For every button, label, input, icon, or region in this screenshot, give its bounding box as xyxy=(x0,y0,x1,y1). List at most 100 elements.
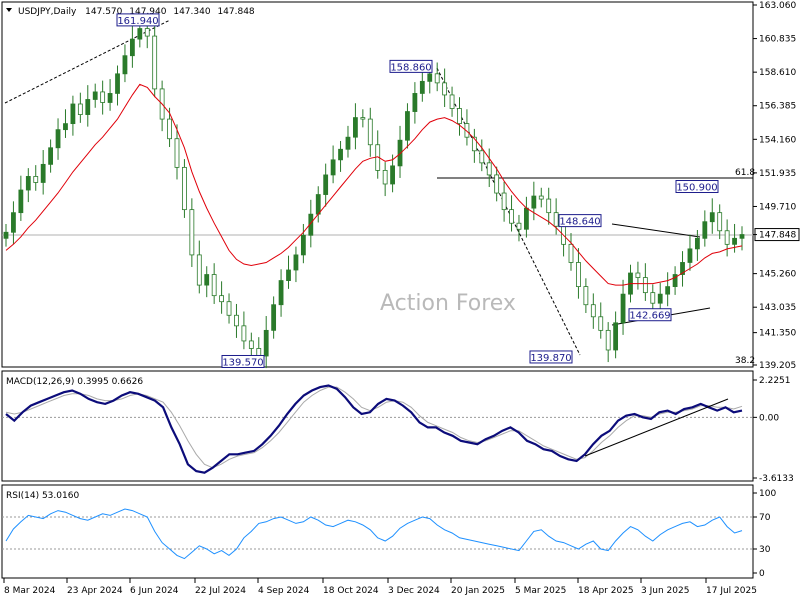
candle-body xyxy=(479,150,485,164)
candle-body xyxy=(382,169,388,185)
candle-body xyxy=(665,286,671,295)
candle-body xyxy=(531,195,537,209)
trendline-dashed-1 xyxy=(4,19,171,104)
macd-tick-label: -3.6133 xyxy=(759,474,794,484)
candle-body xyxy=(739,234,745,239)
candle-body xyxy=(271,304,277,331)
time-tick-label: 22 Jul 2024 xyxy=(195,586,246,596)
time-tick-label: 20 Jan 2025 xyxy=(451,586,505,596)
candle-body xyxy=(442,82,448,96)
rsi-pane-frame xyxy=(1,484,754,579)
candle-body xyxy=(412,93,418,112)
ema-line xyxy=(5,83,743,286)
candle-body xyxy=(353,117,358,138)
candle-body xyxy=(620,293,626,324)
candle-body xyxy=(174,138,180,168)
candle-body xyxy=(724,230,730,245)
swing-label-box xyxy=(529,350,573,364)
triangle-upper-line xyxy=(611,223,701,238)
time-tick-label: 5 Mar 2025 xyxy=(515,586,566,596)
candle-body xyxy=(553,212,559,227)
candle-body xyxy=(390,165,395,185)
candle-body xyxy=(583,286,589,306)
price-tick-label: 163.060 xyxy=(759,1,796,11)
rsi-tick-label: 0 xyxy=(759,569,765,579)
candle-body xyxy=(338,148,343,161)
candle-body xyxy=(263,329,269,357)
candle-body xyxy=(92,91,98,100)
macd-axis: 2.2251 0.00 -3.6133 xyxy=(753,376,794,484)
candle-body xyxy=(70,103,76,125)
candle-body xyxy=(3,231,9,239)
time-tick-label: 23 Apr 2024 xyxy=(67,586,123,596)
swing-label-box xyxy=(389,59,433,73)
candle-body xyxy=(211,274,217,297)
ohlc-close: 147.848 xyxy=(217,7,254,17)
price-tick-label: 149.710 xyxy=(759,202,796,212)
rsi-title: RSI(14) 53.0160 xyxy=(6,491,79,501)
candle-body xyxy=(405,111,410,141)
time-tick-label: 18 Apr 2025 xyxy=(578,586,634,596)
macd-pane-frame xyxy=(1,370,754,482)
price-tick-label: 158.610 xyxy=(759,68,796,78)
timeframe-label: Daily xyxy=(54,7,77,17)
time-tick-label: 3 Jun 2025 xyxy=(641,586,689,596)
candle-body xyxy=(486,162,492,176)
candle-body xyxy=(590,304,596,318)
candle-body xyxy=(300,234,306,256)
candle-body xyxy=(11,212,16,233)
swing-label-box xyxy=(628,308,672,322)
candle-body xyxy=(256,348,262,357)
candle-body xyxy=(33,176,39,183)
candle-body xyxy=(152,35,158,90)
price-tick-label: 143.035 xyxy=(759,303,796,313)
price-tick-label: 147.848 xyxy=(759,231,796,241)
price-tick-label: 154.160 xyxy=(759,135,796,145)
price-tick-label: 151.935 xyxy=(759,169,796,179)
swing-label: 148.640 xyxy=(559,217,600,228)
candle-body xyxy=(129,38,135,57)
candle-body xyxy=(449,94,455,109)
symbol-label: USDJPY xyxy=(18,7,51,17)
candle-body xyxy=(330,159,336,176)
candle-body xyxy=(100,91,106,103)
collapse-triangle-icon[interactable] xyxy=(6,8,12,12)
rsi-tick-label: 100 xyxy=(759,489,776,499)
price-tick-label: 145.260 xyxy=(759,270,796,280)
candle-body xyxy=(25,176,31,191)
candle-body xyxy=(219,295,224,303)
candle-body xyxy=(538,195,544,200)
candle-body xyxy=(471,136,477,152)
trendline-dashed-2 xyxy=(436,67,581,356)
price-pane: USDJPY,Daily 147.570 147.940 147.340 147… xyxy=(1,1,800,371)
candle-body xyxy=(568,243,574,263)
rsi-axis: 100 70 30 0 xyxy=(753,489,776,579)
watermark: Action Forex xyxy=(380,291,516,316)
candle-body xyxy=(293,254,299,271)
candle-body xyxy=(694,237,700,250)
macd-tick-label: 2.2251 xyxy=(759,376,791,386)
rsi-line xyxy=(5,508,743,560)
candle-body xyxy=(167,118,172,140)
rsi-pane: RSI(14) 53.0160 100 70 30 0 xyxy=(1,484,776,579)
candle-body xyxy=(204,274,210,286)
candle-body xyxy=(196,254,202,286)
candle-body xyxy=(278,280,284,306)
candle-body xyxy=(18,189,24,214)
price-tick-label: 156.385 xyxy=(759,102,796,112)
candle-body xyxy=(48,147,54,165)
price-tick-label: 139.205 xyxy=(759,361,796,371)
candle-body xyxy=(598,316,604,331)
swing-label-box xyxy=(221,354,265,368)
candle-body xyxy=(635,272,641,278)
swing-label: 142.669 xyxy=(629,311,670,322)
time-tick-label: 17 Jul 2025 xyxy=(706,586,757,596)
candle-body xyxy=(122,55,128,75)
candle-body xyxy=(397,139,403,167)
time-tick-label: 8 Mar 2024 xyxy=(4,586,56,596)
candle-body xyxy=(605,329,611,351)
fib-382-label: 38.2 xyxy=(735,356,755,366)
time-tick-label: 4 Sep 2024 xyxy=(258,586,310,596)
candle-body xyxy=(107,93,113,103)
